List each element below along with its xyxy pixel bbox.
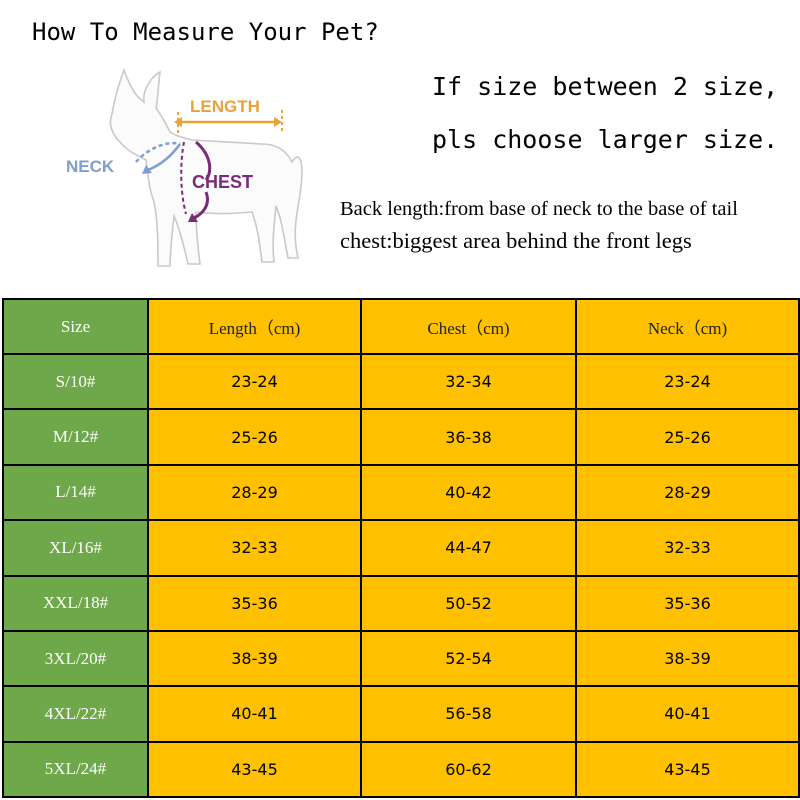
- table-row: M/12# 25-26 36-38 25-26: [2, 408, 800, 466]
- table-row: 5XL/24# 43-45 60-62 43-45: [2, 740, 800, 799]
- length-cell: 25-26: [147, 408, 362, 466]
- chest-arrowhead-icon: [188, 213, 198, 222]
- back-length-definition: Back length:from base of neck to the bas…: [340, 198, 738, 220]
- column-header-length: Length（cm): [147, 298, 362, 355]
- length-cell: 28-29: [147, 463, 362, 522]
- chest-cell: 52-54: [360, 629, 577, 688]
- page-title: How To Measure Your Pet?: [32, 18, 379, 46]
- table-header-row: Size Length（cm) Chest（cm) Neck（cm): [2, 298, 800, 355]
- chest-cell: 36-38: [360, 408, 577, 466]
- table-row: XL/16# 32-33 44-47 32-33: [2, 519, 800, 577]
- length-cell: 23-24: [147, 352, 362, 411]
- column-header-size: Size: [2, 298, 149, 355]
- chest-cell: 40-42: [360, 463, 577, 522]
- chest-label: CHEST: [192, 172, 253, 192]
- neck-cell: 32-33: [575, 519, 800, 577]
- neck-cell: 43-45: [575, 740, 800, 799]
- length-cell: 32-33: [147, 519, 362, 577]
- neck-cell: 28-29: [575, 463, 800, 522]
- size-advice-line-1: If size between 2 size,: [432, 72, 779, 101]
- chest-arrow: [194, 140, 212, 181]
- neck-cell: 23-24: [575, 352, 800, 411]
- size-cell: L/14#: [2, 463, 149, 522]
- chest-definition: chest:biggest area behind the front legs: [340, 228, 692, 253]
- neck-arrow: [147, 143, 182, 172]
- size-cell: 4XL/22#: [2, 685, 149, 743]
- chest-cell: 50-52: [360, 574, 577, 632]
- dog-outline: [109, 67, 303, 267]
- size-advice-line-2: pls choose larger size.: [432, 125, 779, 154]
- neck-label: NECK: [66, 157, 115, 176]
- size-cell: M/12#: [2, 408, 149, 466]
- chest-arrow: [193, 191, 209, 220]
- length-arrowhead-icon: [274, 117, 282, 127]
- table-row: XXL/18# 35-36 50-52 35-36: [2, 574, 800, 632]
- length-cell: 40-41: [147, 685, 362, 743]
- size-chart-table: Size Length（cm) Chest（cm) Neck（cm) S/10#…: [2, 298, 800, 799]
- chest-cell: 60-62: [360, 740, 577, 799]
- neck-arrowhead-icon: [142, 165, 152, 174]
- size-cell: XL/16#: [2, 519, 149, 577]
- size-cell: XXL/18#: [2, 574, 149, 632]
- size-cell: S/10#: [2, 352, 149, 411]
- dog-measurement-diagram: LENGTH NECK CHEST: [62, 62, 324, 276]
- size-cell: 3XL/20#: [2, 629, 149, 688]
- length-cell: 38-39: [147, 629, 362, 688]
- neck-cell: 40-41: [575, 685, 800, 743]
- column-header-neck: Neck（cm): [575, 298, 800, 355]
- table-row: 3XL/20# 38-39 52-54 38-39: [2, 629, 800, 688]
- table-row: 4XL/22# 40-41 56-58 40-41: [2, 685, 800, 743]
- chest-marker: [180, 141, 187, 215]
- length-label: LENGTH: [190, 97, 260, 116]
- neck-cell: 35-36: [575, 574, 800, 632]
- length-cell: 35-36: [147, 574, 362, 632]
- chest-cell: 44-47: [360, 519, 577, 577]
- neck-arrow: [135, 141, 181, 163]
- chest-cell: 32-34: [360, 352, 577, 411]
- neck-cell: 38-39: [575, 629, 800, 688]
- neck-cell: 25-26: [575, 408, 800, 466]
- length-cell: 43-45: [147, 740, 362, 799]
- length-arrowhead-icon: [174, 117, 182, 127]
- table-row: S/10# 23-24 32-34 23-24: [2, 352, 800, 411]
- size-cell: 5XL/24#: [2, 740, 149, 799]
- column-header-chest: Chest（cm): [360, 298, 577, 355]
- table-row: L/14# 28-29 40-42 28-29: [2, 463, 800, 522]
- chest-cell: 56-58: [360, 685, 577, 743]
